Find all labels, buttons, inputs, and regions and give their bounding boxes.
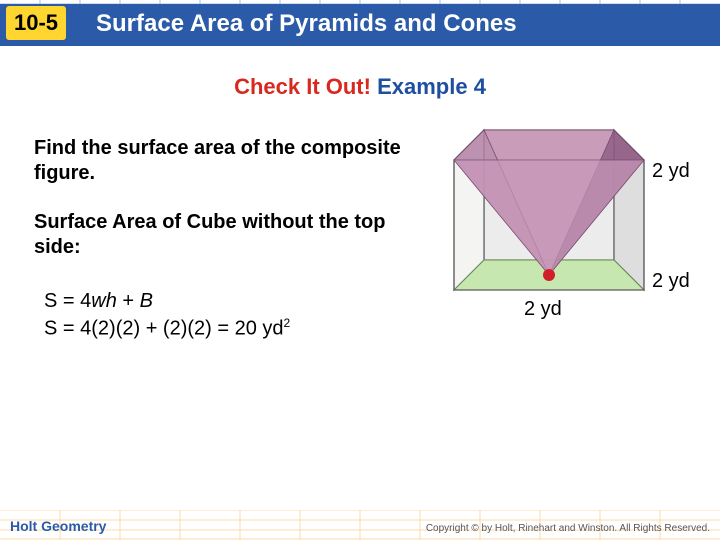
eq1-mid: + bbox=[117, 290, 140, 312]
eq1-b: B bbox=[140, 290, 153, 312]
figure-label-right-top: 2 yd bbox=[652, 160, 690, 183]
figure-label-right-bottom: 2 yd bbox=[652, 270, 690, 293]
figure-svg bbox=[444, 120, 690, 330]
figure-label-front: 2 yd bbox=[524, 298, 562, 321]
subtitle-part1: Check It Out! bbox=[234, 74, 371, 99]
equations: S = 4wh + B S = 4(2)(2) + (2)(2) = 20 yd… bbox=[44, 288, 290, 343]
subtitle: Check It Out! Example 4 bbox=[0, 74, 720, 100]
footer-brand: Holt Geometry bbox=[10, 518, 106, 534]
section-badge: 10-5 bbox=[6, 6, 66, 40]
composite-figure: 2 yd 2 yd 2 yd bbox=[444, 120, 690, 330]
subtitle-part2: Example 4 bbox=[377, 74, 486, 99]
problem-prompt: Find the surface area of the composite f… bbox=[34, 136, 414, 186]
eq2-text: S = 4(2)(2) + (2)(2) = 20 yd bbox=[44, 318, 284, 340]
eq2-exp: 2 bbox=[284, 316, 291, 330]
equation-2: S = 4(2)(2) + (2)(2) = 20 yd2 bbox=[44, 315, 290, 343]
equation-1: S = 4wh + B bbox=[44, 288, 290, 315]
header-title: Surface Area of Pyramids and Cones bbox=[96, 10, 517, 38]
eq1-prefix: S = 4 bbox=[44, 290, 91, 312]
eq1-wh: wh bbox=[91, 290, 117, 312]
sub-heading: Surface Area of Cube without the top sid… bbox=[34, 210, 394, 260]
footer-copyright: Copyright © by Holt, Rinehart and Winsto… bbox=[426, 523, 710, 534]
slide: 10-5 Surface Area of Pyramids and Cones … bbox=[0, 0, 720, 540]
